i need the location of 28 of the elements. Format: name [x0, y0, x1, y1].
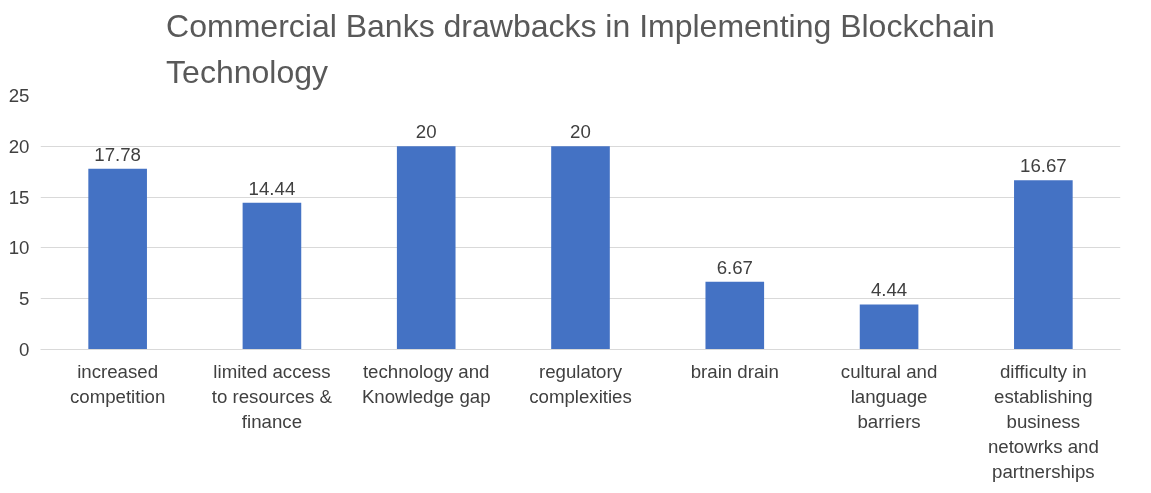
x-tick-label: technology and Knowledge gap	[361, 360, 491, 407]
x-tick-label: difficulty in establishing business netowrks and partnerships	[987, 360, 1099, 483]
data-label: 20	[570, 121, 591, 143]
bar	[88, 168, 147, 350]
data-label: 20	[415, 121, 437, 143]
data-label: 16.67	[1020, 155, 1067, 177]
bar	[242, 202, 302, 350]
bar	[551, 146, 610, 350]
data-label: 6.67	[716, 256, 753, 278]
x-tick-label: regulatory complexities	[529, 360, 632, 407]
bar	[859, 304, 919, 350]
data-label: 14.44	[248, 177, 296, 199]
data-label: 4.44	[870, 279, 908, 301]
y-tick-label: 5	[19, 288, 30, 310]
x-tick-label: brain drain	[690, 360, 779, 382]
y-tick-label: 10	[8, 237, 30, 259]
x-tick-label: limited access to resources & finance	[211, 360, 333, 432]
y-tick-label: 0	[19, 339, 30, 360]
x-tick-label: increased competition	[69, 360, 166, 407]
bar	[396, 146, 456, 350]
y-tick-label: 25	[8, 85, 30, 106]
y-tick-label: 20	[8, 135, 30, 157]
bar	[1014, 180, 1073, 350]
data-label: 17.78	[94, 143, 141, 165]
chart-title: Commercial Banks drawbacks in Implementing Blockchain Technology	[166, 7, 995, 91]
y-tick-label: 15	[8, 186, 30, 208]
x-tick-label: cultural and language barriers	[840, 360, 938, 432]
bar	[705, 281, 765, 350]
